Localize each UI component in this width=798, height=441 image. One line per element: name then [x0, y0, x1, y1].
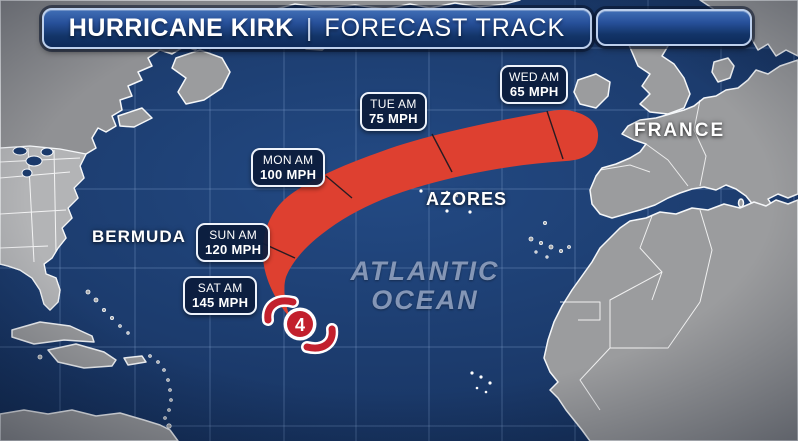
forecast-day-label: SAT AM — [197, 281, 243, 295]
storm-name-label: HURRICANE KIRK — [68, 14, 294, 42]
puerto-rico — [123, 355, 147, 366]
ocean-label-line2: OCEAN — [371, 285, 479, 315]
forecast-point-tue: TUE AM 75 MPH — [360, 92, 427, 131]
forecast-speed-label: 100 MPH — [260, 167, 317, 182]
canary-islands — [528, 220, 571, 259]
forecast-speed-label: 75 MPH — [369, 111, 418, 126]
hispaniola — [47, 343, 117, 369]
ireland — [573, 73, 611, 109]
forecast-speed-label: 65 MPH — [509, 84, 559, 99]
forecast-day-label: SUN AM — [209, 228, 258, 242]
bahamas — [85, 289, 130, 335]
forecast-point-sat: SAT AM 145 MPH — [183, 276, 258, 315]
subtitle-label: FORECAST TRACK — [324, 14, 566, 42]
title-separator: | — [305, 14, 313, 42]
forecast-day-label: TUE AM — [370, 97, 417, 111]
cape-verde-islands — [470, 371, 492, 394]
denmark — [711, 57, 735, 83]
label-france: FRANCE — [634, 120, 726, 141]
forecast-day-label: WED AM — [509, 70, 560, 84]
hurricane-icon: 4 — [261, 295, 339, 354]
forecast-point-mon: MON AM 100 MPH — [251, 148, 326, 187]
forecast-speed-label: 120 MPH — [205, 242, 262, 257]
nova-scotia — [117, 107, 153, 128]
forecast-day-label: MON AM — [262, 153, 314, 167]
forecast-point-wed: WED AM 65 MPH — [500, 65, 569, 104]
forecast-point-sun: SUN AM 120 MPH — [196, 223, 271, 262]
newfoundland — [171, 49, 231, 105]
title-banner: HURRICANE KIRK | FORECAST TRACK — [42, 8, 592, 49]
cuba — [11, 321, 95, 345]
forecast-speed-label: 145 MPH — [192, 295, 249, 310]
label-azores: AZORES — [426, 189, 508, 209]
ocean-label-line1: ATLANTIC — [350, 256, 500, 286]
label-bermuda: BERMUDA — [92, 227, 186, 246]
south-america — [0, 409, 179, 441]
storm-category: 4 — [295, 315, 305, 335]
ocean-label: ATLANTIC OCEAN — [330, 257, 520, 315]
side-banner — [596, 9, 752, 46]
europe — [589, 59, 798, 228]
us-states — [0, 145, 87, 311]
corsica — [737, 198, 745, 208]
